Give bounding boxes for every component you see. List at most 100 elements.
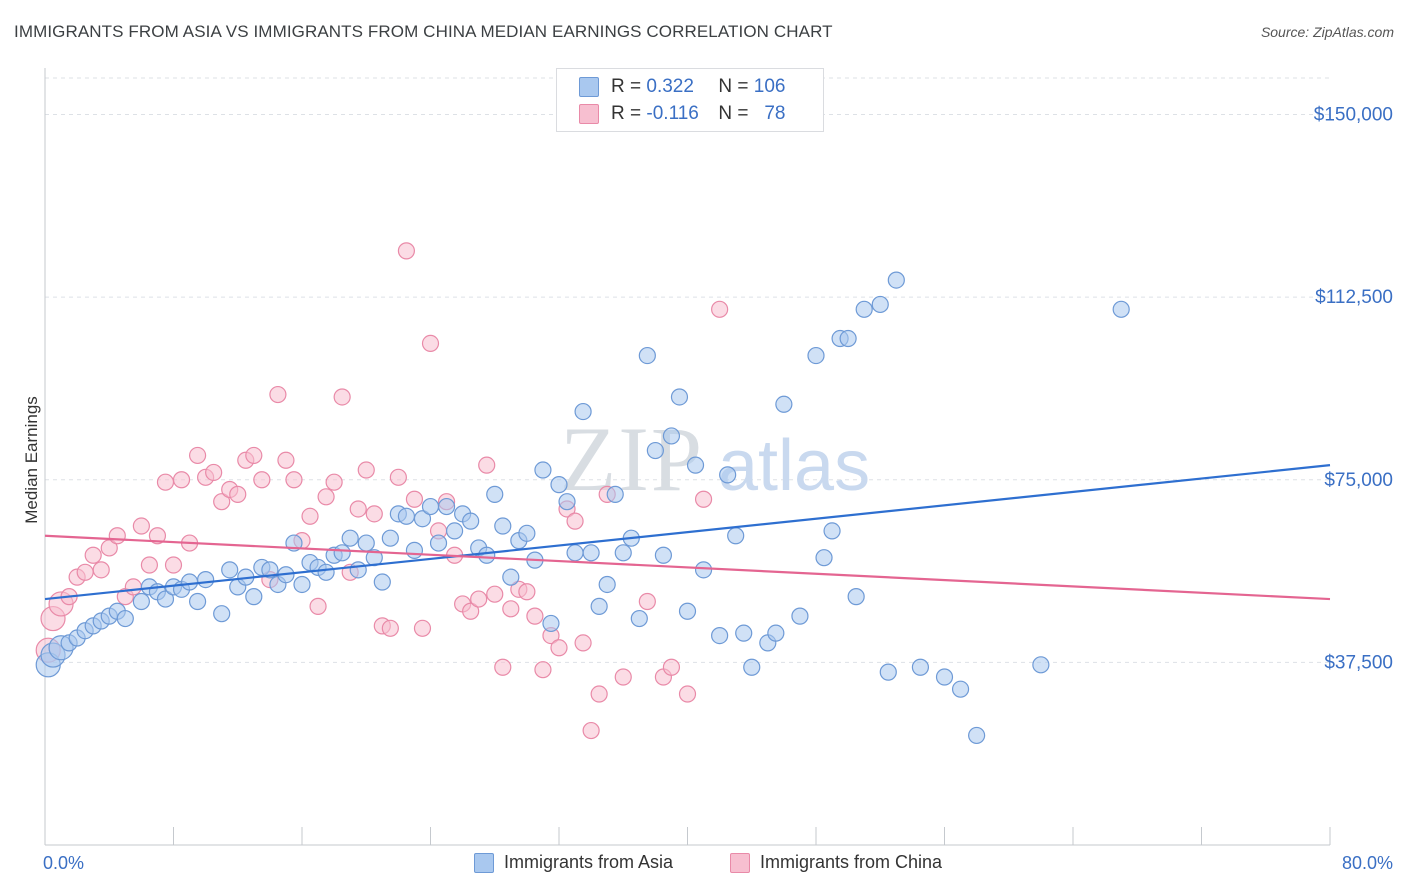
asia-point — [743, 658, 761, 676]
china-point — [413, 619, 432, 637]
asia-point — [317, 563, 335, 581]
asia-point — [935, 668, 954, 686]
china-point — [172, 471, 191, 489]
asia-point — [1112, 300, 1130, 318]
legend-row-asia: R = 0.322 N = 106 — [579, 75, 785, 99]
china-point — [253, 471, 271, 489]
asia-point — [429, 534, 448, 552]
china-point — [140, 556, 159, 574]
asia-point — [421, 497, 440, 516]
asia-point — [462, 512, 480, 530]
bottom-legend-swatch-china — [730, 852, 750, 873]
asia-point — [630, 609, 648, 628]
asia-point — [791, 607, 809, 625]
china-point — [309, 597, 327, 615]
legend-swatch-asia — [579, 77, 599, 97]
asia-point — [582, 544, 600, 562]
china-point — [76, 563, 94, 581]
china-point — [245, 446, 263, 465]
china-point — [229, 485, 247, 503]
china-point — [381, 619, 399, 637]
asia-point — [188, 592, 207, 611]
legend-r-label: R = — [611, 76, 642, 97]
asia-point — [293, 575, 311, 594]
asia-point — [1032, 656, 1050, 674]
asia-point — [815, 549, 833, 567]
china-point — [711, 300, 729, 318]
asia-point — [534, 461, 552, 479]
china-point — [494, 658, 512, 676]
asia-point — [694, 561, 713, 579]
china-point — [148, 527, 167, 545]
china-point — [188, 446, 207, 465]
china-point — [478, 456, 496, 474]
asia-point — [654, 546, 673, 564]
asia-point — [486, 485, 504, 503]
asia-point — [397, 507, 416, 525]
china-trend-line — [44, 534, 1331, 601]
bottom-legend-label-asia: Immigrants from Asia — [504, 852, 674, 872]
trend-layer — [44, 464, 1331, 601]
china-point — [108, 527, 126, 545]
asia-point — [349, 561, 367, 579]
watermark-zip: ZIP — [560, 408, 704, 510]
legend-swatch-china — [579, 104, 599, 124]
legend-n-value: 78 — [764, 103, 786, 124]
china-point — [365, 505, 383, 523]
asia-point — [494, 517, 512, 535]
china-point — [574, 634, 592, 652]
china-point — [349, 500, 367, 518]
china-point — [566, 512, 584, 530]
asia-point — [735, 624, 753, 642]
asia-point — [847, 588, 865, 606]
asia-point — [574, 402, 592, 421]
china-point — [325, 473, 343, 491]
asia-point — [638, 346, 656, 365]
china-point — [213, 493, 231, 511]
china-point — [590, 685, 608, 703]
asia-point — [518, 524, 536, 542]
asia-point — [116, 609, 134, 628]
asia-point — [180, 573, 199, 591]
china-point — [285, 471, 303, 489]
china-point — [462, 602, 480, 620]
asia-point — [711, 626, 729, 645]
asia-point — [445, 522, 464, 540]
asia-point — [678, 602, 697, 620]
china-point — [333, 388, 351, 406]
asia-point — [839, 329, 857, 348]
china-point — [470, 590, 488, 608]
bottom-legend-label-china: Immigrants from China — [760, 852, 943, 872]
asia-point — [686, 456, 705, 474]
china-point — [678, 685, 697, 703]
bottom-legend-china: Immigrants from China — [730, 852, 942, 873]
china-point — [132, 517, 150, 535]
china-point — [269, 385, 287, 404]
asia-point — [341, 529, 359, 547]
asia-point — [598, 575, 616, 594]
asia-point — [502, 568, 520, 586]
asia-point — [879, 663, 897, 681]
asia-point — [871, 295, 889, 314]
china-point — [534, 661, 552, 679]
asia-point — [823, 522, 841, 540]
watermark-atlas: atlas — [718, 426, 870, 506]
china-point — [502, 600, 520, 618]
china-point — [156, 473, 175, 491]
asia-point — [333, 544, 351, 562]
asia-point — [550, 476, 568, 494]
asia-point — [807, 346, 825, 365]
asia-point — [478, 546, 496, 564]
asia-point — [357, 534, 375, 552]
legend-r-label: R = — [611, 103, 642, 124]
china-point — [582, 721, 600, 740]
asia-point — [767, 624, 785, 642]
asia-point — [887, 271, 905, 289]
china-point — [92, 561, 110, 579]
china-point — [205, 463, 223, 482]
y-axis-label: Median Earnings — [22, 396, 41, 524]
asia-trend-line — [44, 464, 1331, 601]
asia-point — [542, 614, 560, 633]
asia-point — [213, 605, 231, 623]
asia-point — [775, 395, 793, 413]
